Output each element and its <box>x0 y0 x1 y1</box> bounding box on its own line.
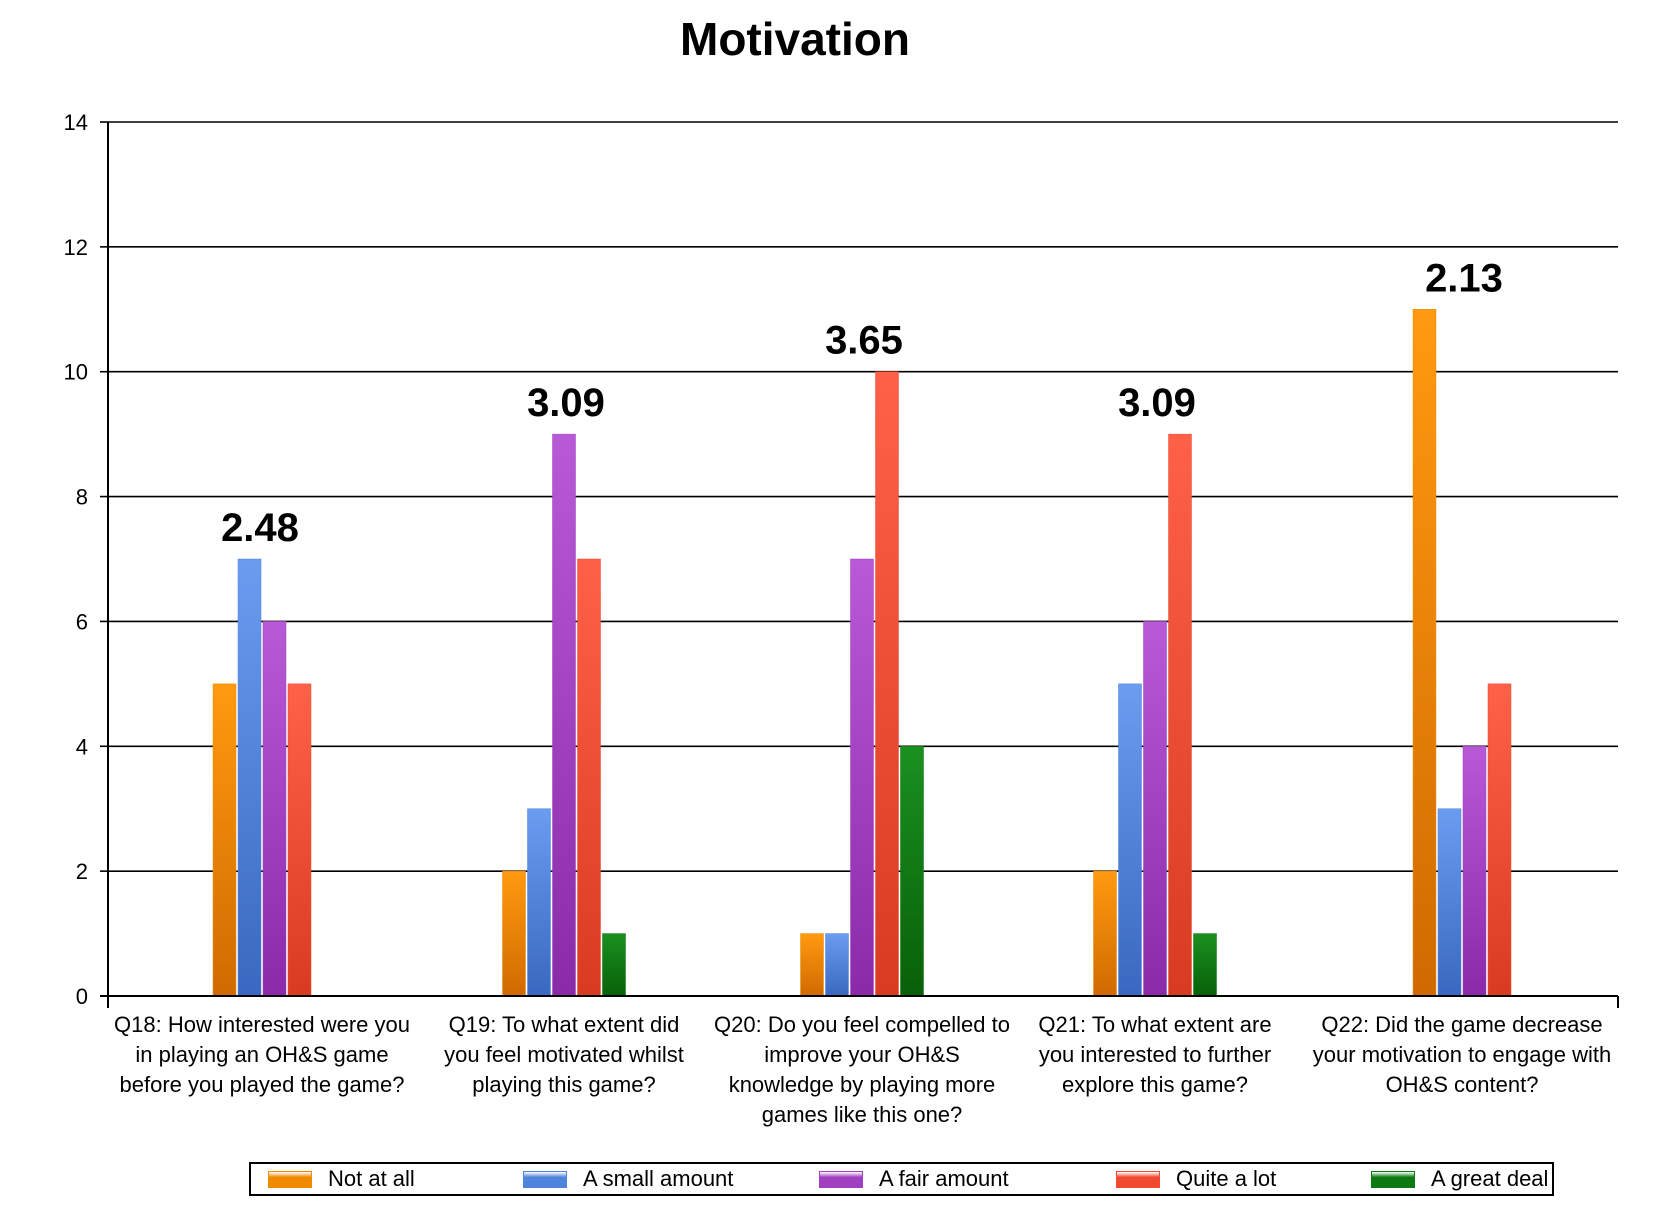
bar-a-fair-amount-q1 <box>262 621 287 997</box>
bar-quite-a-lot-q2 <box>577 558 601 997</box>
y-tick-label: 8 <box>76 485 88 510</box>
x-category-label: Q19: To what extent did you feel motivat… <box>444 1012 684 1097</box>
legend-item: A fair amount <box>819 1164 1009 1194</box>
bar-not-at-all-q3 <box>800 933 824 997</box>
annotations: 2.48 3.09 3.65 3.09 2.13 <box>221 256 1503 550</box>
legend-label: A fair amount <box>879 1166 1009 1191</box>
legend-item: Not at all <box>268 1164 415 1194</box>
legend-item: A small amount <box>523 1164 733 1194</box>
x-category-label: Q22: Did the game decrease your motivati… <box>1312 1012 1612 1097</box>
legend-label: Quite a lot <box>1176 1166 1277 1191</box>
bar-a-fair-amount-q3 <box>850 558 874 997</box>
bar-a-small-amount-q2 <box>527 808 551 997</box>
legend-swatch <box>523 1170 567 1188</box>
mean-annotation: 2.13 <box>1425 256 1503 300</box>
x-category-label: Q21: To what extent are you interested t… <box>1038 1012 1272 1097</box>
bar-a-small-amount-q3 <box>825 933 849 997</box>
mean-annotation: 3.09 <box>1118 381 1196 425</box>
legend-swatch <box>268 1170 312 1188</box>
bar-quite-a-lot-q4 <box>1168 433 1192 997</box>
bar-not-at-all-q5 <box>1412 309 1437 997</box>
axes: 0 2 4 6 8 10 12 14 <box>64 110 1619 1009</box>
legend-label: Not at all <box>328 1166 415 1191</box>
chart-title: Motivation <box>680 13 910 65</box>
bar-a-great-deal-q4 <box>1193 933 1217 997</box>
x-category-label: Q18: How interested were you in playing … <box>114 1012 410 1097</box>
legend: Not at all A small amount A fair amount Qui… <box>249 1162 1554 1196</box>
y-tick-label: 4 <box>76 734 88 759</box>
bar-a-small-amount-q4 <box>1118 683 1142 997</box>
bar-a-fair-amount-q2 <box>552 433 576 997</box>
bar-not-at-all-q1 <box>212 683 237 997</box>
bar-not-at-all-q2 <box>502 870 526 997</box>
legend-item: Quite a lot <box>1116 1164 1276 1194</box>
bar-quite-a-lot-q3 <box>875 371 899 997</box>
legend-label: A great deal <box>1431 1166 1549 1191</box>
y-tick-label: 10 <box>64 360 88 385</box>
bar-a-small-amount-q5 <box>1437 808 1462 997</box>
mean-annotation: 2.48 <box>221 506 299 550</box>
bar-a-fair-amount-q4 <box>1143 621 1167 997</box>
mean-annotation: 3.09 <box>527 381 605 425</box>
legend-swatch <box>819 1170 863 1188</box>
legend-swatch <box>1371 1170 1415 1188</box>
bar-quite-a-lot-q1 <box>287 683 312 997</box>
y-tick-label: 12 <box>64 235 88 260</box>
bars <box>212 309 1512 997</box>
y-tick-label: 14 <box>64 110 88 135</box>
y-tick-label: 6 <box>76 609 88 634</box>
legend-item: A great deal <box>1371 1164 1548 1194</box>
bar-a-great-deal-q3 <box>900 746 924 997</box>
y-tick-label: 0 <box>76 984 88 1009</box>
bar-a-small-amount-q1 <box>237 558 262 997</box>
legend-label: A small amount <box>583 1166 734 1191</box>
bar-not-at-all-q4 <box>1093 870 1117 997</box>
bar-quite-a-lot-q5 <box>1487 683 1512 997</box>
bar-a-great-deal-q2 <box>602 933 626 997</box>
x-category-label: Q20: Do you feel compelled to improve yo… <box>714 1012 1010 1127</box>
y-tick-label: 2 <box>76 859 88 884</box>
bar-a-fair-amount-q5 <box>1462 746 1487 997</box>
legend-swatch <box>1116 1170 1160 1188</box>
mean-annotation: 3.65 <box>825 319 903 363</box>
